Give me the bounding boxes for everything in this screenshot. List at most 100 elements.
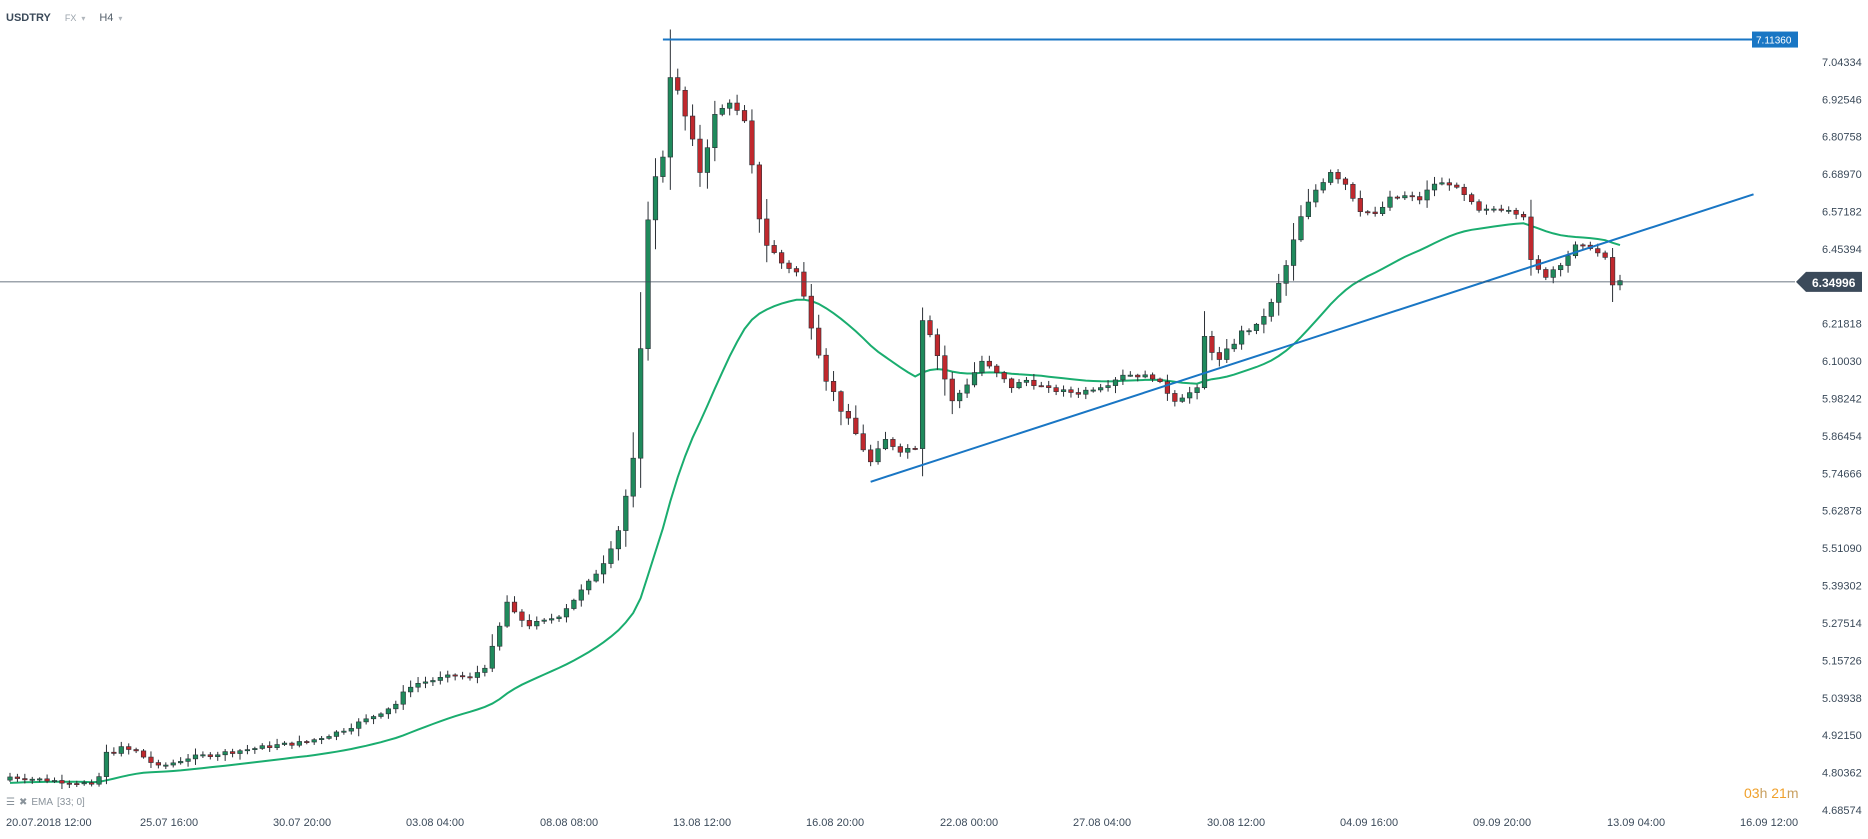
bullish-candle[interactable]	[422, 676, 429, 689]
bearish-candle[interactable]	[1469, 192, 1475, 205]
bullish-candle[interactable]	[378, 712, 384, 719]
bearish-candle[interactable]	[697, 124, 703, 187]
bullish-candle[interactable]	[482, 664, 488, 677]
bullish-candle[interactable]	[875, 440, 881, 465]
bearish-candle[interactable]	[1068, 386, 1074, 398]
bullish-candle[interactable]	[311, 738, 317, 745]
bullish-candle[interactable]	[712, 100, 718, 162]
bearish-candle[interactable]	[1209, 330, 1215, 361]
bearish-candle[interactable]	[1372, 206, 1378, 217]
bearish-candle[interactable]	[830, 371, 837, 402]
bearish-candle[interactable]	[1498, 204, 1504, 213]
bearish-candle[interactable]	[793, 266, 800, 277]
bearish-candle[interactable]	[682, 86, 688, 131]
bullish-candle[interactable]	[259, 743, 265, 750]
bearish-candle[interactable]	[853, 405, 859, 436]
bullish-candle[interactable]	[964, 378, 970, 398]
bullish-candle[interactable]	[882, 431, 889, 451]
bullish-candle[interactable]	[919, 307, 926, 477]
bearish-candle[interactable]	[22, 773, 28, 784]
bearish-candle[interactable]	[1001, 370, 1007, 383]
bullish-candle[interactable]	[274, 738, 280, 751]
timeframe-selector[interactable]: H4 ▾	[99, 12, 122, 24]
bullish-candle[interactable]	[1127, 371, 1133, 377]
drawings-layer[interactable]	[0, 38, 1795, 483]
bullish-candle[interactable]	[1224, 338, 1230, 363]
bullish-candle[interactable]	[1276, 273, 1282, 316]
bullish-candle[interactable]	[1506, 206, 1512, 214]
bearish-candle[interactable]	[66, 780, 72, 788]
bearish-candle[interactable]	[942, 345, 948, 396]
bullish-candle[interactable]	[430, 677, 436, 686]
bullish-candle[interactable]	[615, 526, 621, 561]
bullish-candle[interactable]	[905, 444, 911, 459]
bearish-candle[interactable]	[89, 779, 95, 787]
bullish-candle[interactable]	[1313, 184, 1319, 208]
bearish-candle[interactable]	[756, 161, 762, 233]
candles-layer[interactable]	[7, 29, 1623, 790]
bullish-candle[interactable]	[556, 615, 562, 622]
bullish-candle[interactable]	[81, 780, 87, 786]
bearish-candle[interactable]	[949, 371, 955, 415]
bearish-candle[interactable]	[148, 751, 154, 769]
market-selector[interactable]: FX ▾	[65, 13, 86, 23]
bearish-candle[interactable]	[994, 364, 1000, 378]
bullish-candle[interactable]	[1491, 206, 1497, 213]
bullish-candle[interactable]	[971, 362, 978, 388]
bullish-candle[interactable]	[593, 569, 599, 583]
bullish-candle[interactable]	[1424, 180, 1430, 208]
bullish-candle[interactable]	[1305, 188, 1311, 220]
bullish-candle[interactable]	[704, 139, 711, 189]
bullish-candle[interactable]	[1142, 370, 1148, 379]
bullish-candle[interactable]	[727, 99, 733, 116]
bullish-candle[interactable]	[667, 29, 673, 190]
bullish-candle[interactable]	[1253, 322, 1260, 335]
bullish-candle[interactable]	[608, 541, 614, 569]
bullish-candle[interactable]	[348, 723, 354, 735]
bullish-candle[interactable]	[1112, 377, 1119, 394]
bearish-candle[interactable]	[779, 249, 785, 269]
bearish-candle[interactable]	[1031, 373, 1037, 390]
bearish-candle[interactable]	[126, 743, 132, 755]
bullish-candle[interactable]	[586, 578, 592, 595]
bullish-candle[interactable]	[244, 744, 251, 755]
bullish-candle[interactable]	[319, 735, 325, 745]
bearish-candle[interactable]	[1038, 381, 1044, 388]
current-price-tag[interactable]: 6.34996	[1796, 271, 1862, 292]
bullish-candle[interactable]	[1090, 387, 1096, 393]
bullish-candle[interactable]	[1083, 386, 1089, 400]
bullish-candle[interactable]	[1231, 338, 1237, 352]
bearish-candle[interactable]	[519, 609, 525, 628]
bullish-candle[interactable]	[1268, 298, 1274, 322]
bearish-candle[interactable]	[1409, 191, 1415, 202]
bearish-candle[interactable]	[927, 315, 933, 338]
bullish-candle[interactable]	[645, 201, 651, 361]
bearish-candle[interactable]	[1135, 373, 1141, 382]
bullish-candle[interactable]	[638, 292, 644, 488]
bearish-candle[interactable]	[845, 403, 851, 425]
bearish-candle[interactable]	[912, 445, 918, 451]
bullish-candle[interactable]	[957, 389, 963, 409]
bearish-candle[interactable]	[689, 104, 696, 147]
bearish-candle[interactable]	[1216, 346, 1222, 367]
bullish-candle[interactable]	[37, 777, 43, 783]
bullish-candle[interactable]	[600, 555, 607, 584]
bullish-candle[interactable]	[445, 670, 451, 683]
bullish-candle[interactable]	[1298, 205, 1304, 242]
bearish-candle[interactable]	[1417, 191, 1423, 205]
bearish-candle[interactable]	[1446, 178, 1452, 191]
bearish-candle[interactable]	[868, 444, 874, 467]
bullish-candle[interactable]	[252, 746, 258, 754]
bearish-candle[interactable]	[801, 262, 807, 300]
bearish-candle[interactable]	[1513, 207, 1519, 220]
bullish-candle[interactable]	[1617, 274, 1623, 291]
bullish-candle[interactable]	[341, 728, 347, 735]
bullish-candle[interactable]	[1379, 201, 1386, 216]
bullish-candle[interactable]	[400, 685, 406, 710]
bullish-candle[interactable]	[163, 762, 169, 770]
bullish-candle[interactable]	[281, 741, 288, 746]
bullish-candle[interactable]	[1328, 169, 1334, 186]
bearish-candle[interactable]	[1157, 377, 1163, 384]
bearish-candle[interactable]	[816, 314, 822, 359]
